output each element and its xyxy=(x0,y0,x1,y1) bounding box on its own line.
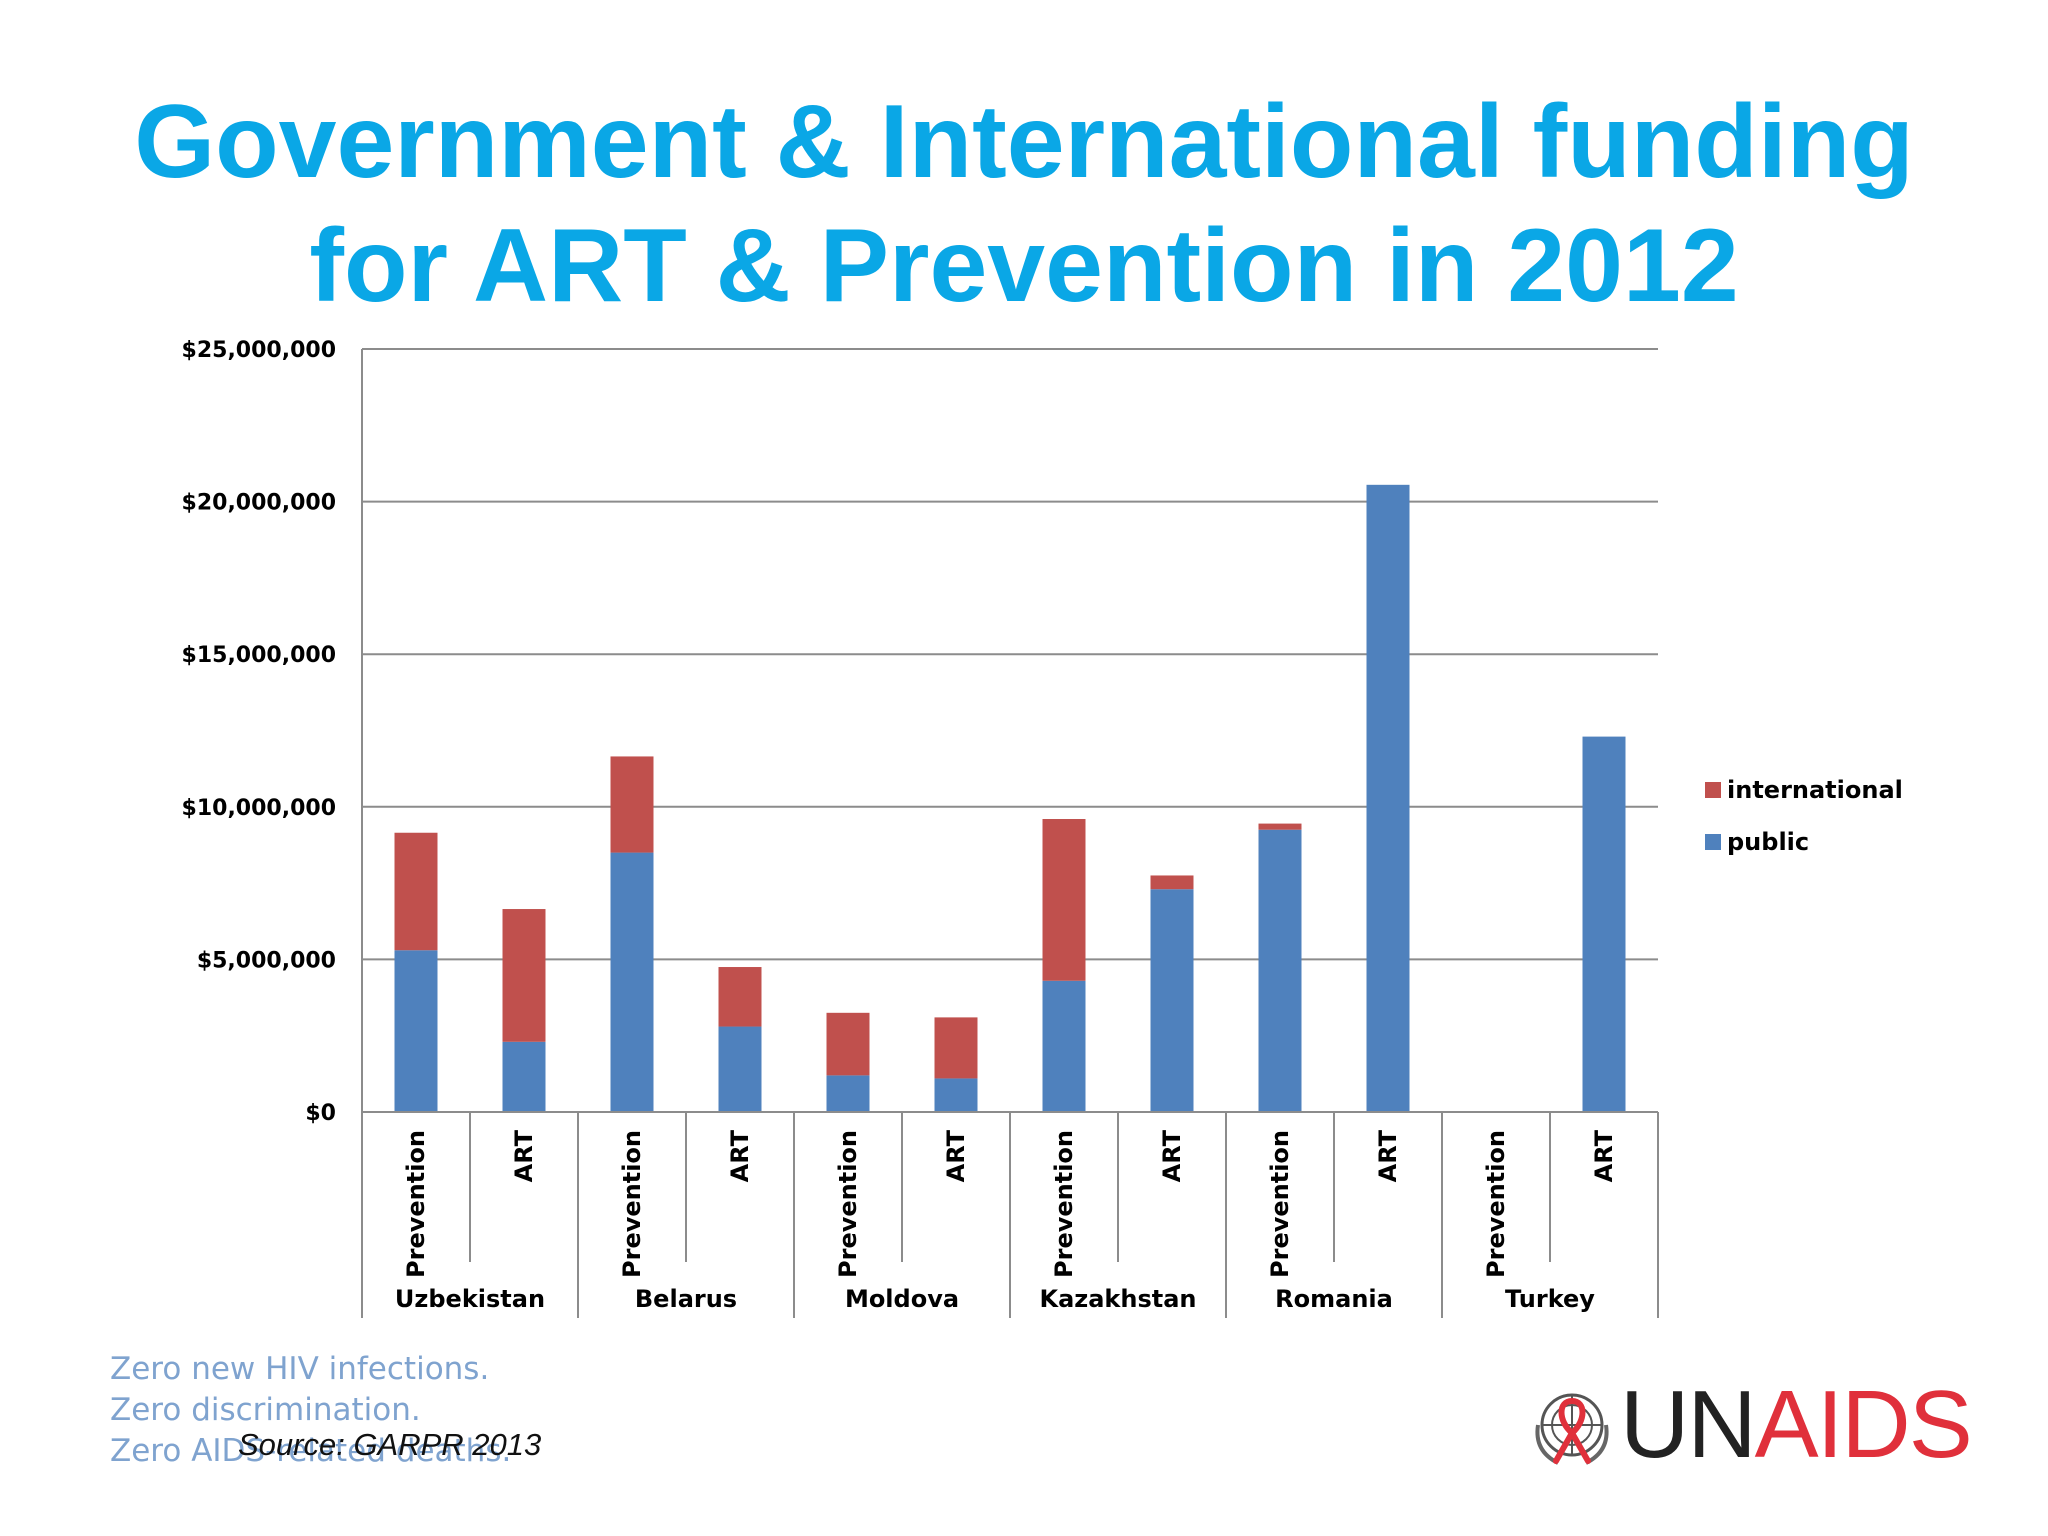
unaids-logo: UNAIDS xyxy=(1528,1370,1973,1480)
bar-public-5 xyxy=(934,1078,978,1112)
tagline-line-2: Zero discrimination. xyxy=(110,1392,421,1428)
source-note: Source: GARPR 2013 xyxy=(238,1427,542,1462)
x-tick-label: Prevention xyxy=(1482,1130,1510,1278)
bar-international-4 xyxy=(826,1012,870,1076)
bar-public-7 xyxy=(1150,889,1194,1112)
legend-swatch-public xyxy=(1705,834,1721,850)
group-label: Moldova xyxy=(845,1285,959,1313)
group-label: Romania xyxy=(1275,1285,1393,1313)
x-tick-label: ART xyxy=(1158,1129,1186,1182)
legend-swatch-international xyxy=(1705,782,1721,798)
bar-public-1 xyxy=(502,1041,546,1112)
tagline-line-3: Zero AIDS-related deaths. xyxy=(110,1433,512,1469)
bar-public-4 xyxy=(826,1075,870,1112)
bar-international-1 xyxy=(502,909,546,1042)
bar-international-5 xyxy=(934,1017,978,1079)
y-tick-label: $10,000,000 xyxy=(182,796,336,821)
x-tick-label: ART xyxy=(942,1129,970,1182)
footer-tagline: Zero new HIV infections. Zero discrimina… xyxy=(110,1349,511,1472)
legend-label-public: public xyxy=(1727,828,1809,856)
x-tick-label: Prevention xyxy=(834,1130,862,1278)
slide-title: Government & International funding for A… xyxy=(0,80,2048,328)
group-label: Turkey xyxy=(1505,1285,1595,1313)
logo-aids-text: AIDS xyxy=(1754,1371,1973,1478)
bar-international-0 xyxy=(394,832,438,951)
bar-public-2 xyxy=(610,852,654,1112)
x-tick-label: ART xyxy=(1374,1129,1402,1182)
bar-public-11 xyxy=(1582,736,1626,1112)
y-tick-label: $15,000,000 xyxy=(182,643,336,668)
title-line-1: Government & International funding xyxy=(134,84,1914,200)
bar-international-8 xyxy=(1258,823,1302,830)
un-emblem-icon xyxy=(1535,1393,1609,1465)
y-tick-label: $25,000,000 xyxy=(182,338,336,363)
group-label: Uzbekistan xyxy=(395,1285,545,1313)
bar-public-8 xyxy=(1258,829,1302,1112)
x-tick-label: ART xyxy=(726,1129,754,1182)
logo-un-text: UN xyxy=(1620,1371,1757,1478)
bar-international-2 xyxy=(610,756,654,853)
x-tick-label: Prevention xyxy=(402,1130,430,1278)
group-label: Kazakhstan xyxy=(1039,1285,1196,1313)
tagline-line-1: Zero new HIV infections. xyxy=(110,1351,490,1387)
x-tick-label: ART xyxy=(510,1129,538,1182)
y-tick-label: $5,000,000 xyxy=(197,948,336,973)
bar-international-3 xyxy=(718,967,762,1027)
bar-public-9 xyxy=(1366,484,1410,1113)
bar-public-0 xyxy=(394,950,438,1112)
bar-public-3 xyxy=(718,1026,762,1112)
group-label: Belarus xyxy=(635,1285,737,1313)
x-tick-label: Prevention xyxy=(618,1130,646,1278)
legend-label-international: international xyxy=(1727,776,1903,804)
y-tick-label: $0 xyxy=(305,1101,336,1126)
x-tick-label: ART xyxy=(1590,1129,1618,1182)
title-line-2: for ART & Prevention in 2012 xyxy=(309,208,1739,324)
bar-international-7 xyxy=(1150,875,1194,890)
x-tick-label: Prevention xyxy=(1050,1130,1078,1278)
bar-public-6 xyxy=(1042,980,1086,1112)
x-tick-label: Prevention xyxy=(1266,1130,1294,1278)
bar-international-6 xyxy=(1042,819,1086,981)
y-tick-label: $20,000,000 xyxy=(182,491,336,516)
